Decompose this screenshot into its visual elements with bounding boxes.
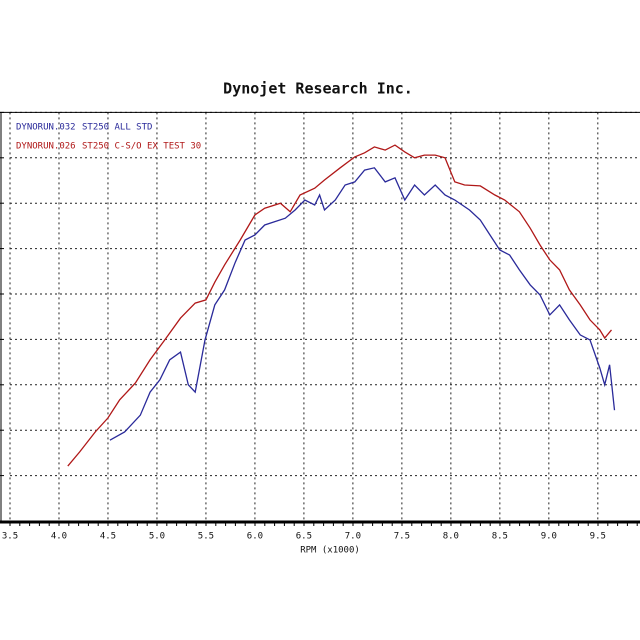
x-tick-label: 4.5 — [100, 532, 116, 542]
x-tick-label: 8.5 — [492, 532, 508, 542]
legend-name: DYNORUN.032 — [16, 123, 76, 133]
x-tick-label: 5.5 — [198, 532, 214, 542]
x-tick-label: 4.0 — [51, 532, 67, 542]
x-tick-label: 9.5 — [590, 532, 606, 542]
legend-label: ST250 ALL STD — [82, 123, 152, 133]
x-tick-label: 7.5 — [394, 532, 410, 542]
x-tick-label: 6.0 — [247, 532, 263, 542]
series-line — [67, 144, 612, 467]
x-tick-label: 9.0 — [541, 532, 557, 542]
series-line — [109, 167, 616, 441]
x-tick-label: 3.5 — [2, 532, 18, 542]
x-tick-label: 5.0 — [149, 532, 165, 542]
x-axis-label: RPM (x1000) — [300, 546, 360, 556]
legend-label: ST250 C-S/O EX TEST 30 — [82, 142, 201, 152]
legend-name: DYNORUN.026 — [16, 142, 76, 152]
chart-title: Dynojet Research Inc. — [223, 80, 413, 98]
x-tick-label: 6.5 — [296, 532, 312, 542]
x-tick-label: 8.0 — [443, 532, 459, 542]
x-tick-label: 7.0 — [345, 532, 361, 542]
